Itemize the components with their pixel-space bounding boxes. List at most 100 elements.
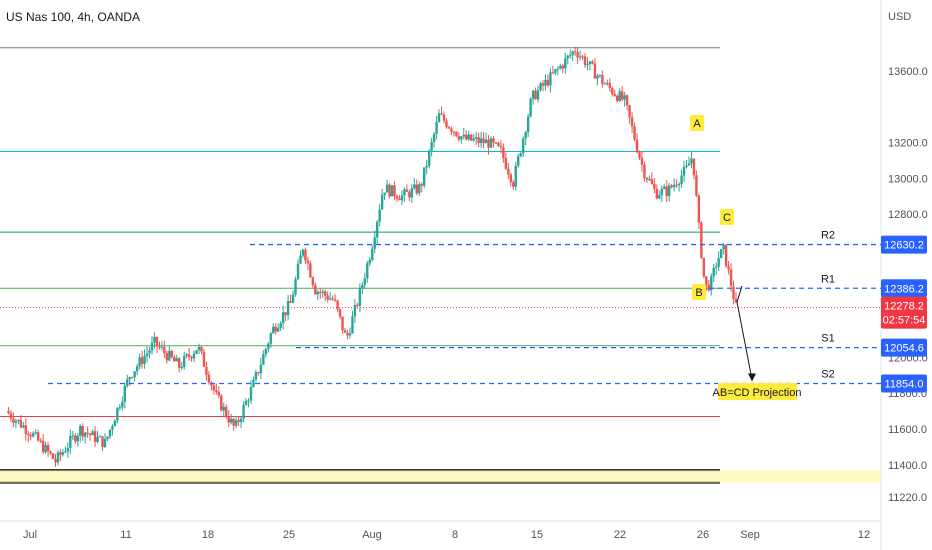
candle-body <box>309 263 312 278</box>
candle-body <box>133 371 136 378</box>
candle-body <box>420 184 423 186</box>
candle-body <box>388 184 391 197</box>
candle-body <box>682 166 686 176</box>
candle-body <box>316 291 319 295</box>
candle-body <box>202 351 206 367</box>
price-badge-label: 11854.0 <box>885 379 924 391</box>
candle-body <box>76 435 79 442</box>
candle-body <box>581 56 584 58</box>
candle-body <box>244 400 248 406</box>
candle-body <box>32 433 35 437</box>
candle-body <box>215 390 218 392</box>
candle-body <box>358 288 362 306</box>
candle-body <box>591 61 594 64</box>
candle-body <box>24 425 27 434</box>
candle-body <box>633 126 636 140</box>
candle-body <box>356 304 359 306</box>
candle-body <box>467 134 470 140</box>
candle-body <box>66 447 70 452</box>
candle-body <box>212 385 216 391</box>
candle-body <box>536 90 540 100</box>
abcd-pattern[interactable]: A B C AB=CD Projection <box>690 115 801 400</box>
candle-body <box>148 350 151 354</box>
candle-body <box>91 431 94 436</box>
horizontal-lines[interactable] <box>0 47 720 484</box>
candle-body <box>734 299 738 303</box>
candle-body <box>395 196 399 199</box>
candle-body <box>447 127 451 129</box>
pivot-level-name: S2 <box>821 369 834 381</box>
candle-body <box>227 416 230 423</box>
candle-body <box>182 355 186 368</box>
candle-body <box>234 420 238 426</box>
candle-body <box>59 452 62 455</box>
support-zone-highlight <box>0 470 881 483</box>
candle-body <box>304 249 307 261</box>
candle-body <box>328 298 332 300</box>
candle-body <box>470 134 473 141</box>
candle-body <box>249 387 253 401</box>
candle-body <box>380 194 384 210</box>
pattern-point-box <box>720 209 734 225</box>
candle-body <box>457 136 461 140</box>
pattern-point-label: B <box>695 287 702 299</box>
candle-body <box>519 153 522 157</box>
candle-body <box>410 188 414 198</box>
candle-body <box>405 189 409 192</box>
candle-body <box>712 267 715 277</box>
price-badge <box>881 235 927 254</box>
candle-body <box>559 65 562 69</box>
candle-body <box>272 326 275 334</box>
candle-body <box>603 83 607 85</box>
projection-arrow-head <box>748 373 756 382</box>
candle-body <box>450 128 453 132</box>
pivot-levels[interactable]: R2 R1 S1 S2 <box>0 230 881 385</box>
price-badge-label: 12630.2 <box>884 240 924 252</box>
candle-body <box>71 435 75 437</box>
time-axis[interactable]: Jul 11 18 25 Aug 8 15 22 26 Sep 12 <box>23 529 870 541</box>
candle-body <box>497 142 500 146</box>
candle-body <box>54 458 57 463</box>
candle-body <box>128 377 131 380</box>
candle-body <box>93 431 97 442</box>
candle-body <box>564 58 567 69</box>
candle-body <box>729 269 733 287</box>
candle-body <box>378 209 381 222</box>
candle-body <box>445 120 448 128</box>
candle-body <box>425 165 428 168</box>
candle-body <box>88 433 92 436</box>
candle-body <box>611 87 614 95</box>
candle-body <box>207 374 211 383</box>
candle-body <box>259 364 263 374</box>
candle-body <box>566 55 569 59</box>
price-tick-label: 11400.0 <box>888 460 927 472</box>
candle-body <box>277 327 280 332</box>
candle-body <box>29 435 32 437</box>
candle-body <box>187 354 191 357</box>
pattern-point-label: A <box>693 118 701 130</box>
candle-body <box>96 436 99 442</box>
candle-body <box>225 406 228 417</box>
price-badge-label: 12054.6 <box>884 343 924 355</box>
candle-body <box>279 323 282 328</box>
pivot-level-name: R1 <box>821 273 835 285</box>
candle-body <box>482 138 485 144</box>
candle-body <box>138 357 141 367</box>
time-tick-label: 18 <box>202 529 214 541</box>
candle-body <box>727 266 730 270</box>
candle-body <box>529 98 532 117</box>
candle-body <box>190 356 193 359</box>
candle-body <box>205 366 208 375</box>
candle-body <box>126 379 129 386</box>
candle-body <box>22 425 25 428</box>
candle-body <box>83 432 87 437</box>
candle-body <box>383 192 386 195</box>
candle-body <box>616 95 619 101</box>
candle-body <box>106 436 109 440</box>
candle-body <box>168 350 171 361</box>
candle-body <box>408 191 411 198</box>
time-tick-label: 22 <box>614 529 626 541</box>
candle-body <box>165 353 169 361</box>
candle-body <box>333 299 337 301</box>
